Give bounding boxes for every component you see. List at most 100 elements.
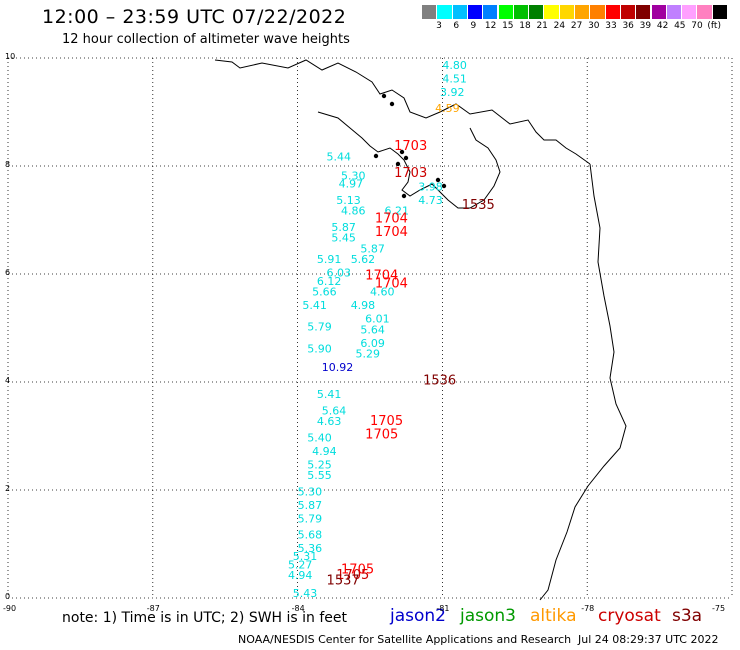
wave-height-label: 5.40 <box>307 431 332 444</box>
time-label: 1705 <box>365 428 398 443</box>
colorbar-swatch <box>620 5 637 19</box>
colorbar-swatch <box>636 5 652 19</box>
wave-height-label: 4.59 <box>435 102 460 115</box>
colorbar-swatch <box>697 5 713 19</box>
wave-height-label: 5.30 <box>341 170 366 183</box>
wave-height-label: 4.60 <box>370 286 395 299</box>
map-subtitle: 12 hour collection of altimeter wave hei… <box>62 32 350 47</box>
island-mark <box>399 149 405 155</box>
wave-height-label: 5.87 <box>298 499 323 512</box>
colorbar-swatch <box>437 5 453 19</box>
colorbar-swatch <box>483 5 499 19</box>
wave-height-label: 5.87 <box>360 242 385 255</box>
colorbar-label: 6 <box>453 21 460 31</box>
colorbar-swatch <box>422 5 438 19</box>
colorbar-label: 39 <box>639 21 652 31</box>
colorbar-swatch <box>467 5 484 19</box>
colorbar-swatch <box>651 5 667 19</box>
wave-height-label: 4.97 <box>339 178 364 191</box>
wave-height-label: 5.30 <box>298 485 323 498</box>
wave-height-label: 4.51 <box>442 72 467 85</box>
colorbar-label: 12 <box>484 21 497 31</box>
coastline-gulf-panama <box>317 111 501 209</box>
wave-height-label: 4.63 <box>317 415 342 428</box>
islands <box>373 93 447 199</box>
wave-height-label: 6.21 <box>384 205 409 218</box>
lon-tick-label: -78 <box>581 604 595 613</box>
wave-height-label: 5.36 <box>298 542 323 555</box>
colorbar-swatch <box>452 5 468 19</box>
wave-height-label: 5.64 <box>322 404 347 417</box>
time-label: 1705 <box>370 414 403 429</box>
island-mark <box>441 183 447 189</box>
time-label: 1535 <box>462 198 495 213</box>
wave-height-label: 10.92 <box>322 361 354 374</box>
lon-tick-label: -90 <box>3 604 17 613</box>
time-label: 1703 <box>394 166 427 181</box>
lon-tick-label: -87 <box>146 604 160 613</box>
map-title: 12:00 – 23:59 UTC 07/22/2022 <box>42 6 347 28</box>
colorbar-label: 70 <box>691 21 703 31</box>
wave-height-label: 5.79 <box>298 512 323 525</box>
wave-height-label: 6.12 <box>317 275 342 288</box>
island-mark <box>401 193 407 199</box>
island-mark <box>389 101 395 107</box>
wave-height-label: 4.98 <box>351 299 376 312</box>
satellite-legend-jason3: jason3 <box>460 606 516 626</box>
colorbar-label: 42 <box>656 21 669 31</box>
island-mark <box>403 155 409 161</box>
wave-height-label: 5.87 <box>331 221 356 234</box>
wave-height-label: 5.41 <box>302 299 327 312</box>
wave-height-label: 5.43 <box>293 587 318 600</box>
time-label: 1705 <box>341 563 374 578</box>
wave-height-label: 5.79 <box>307 321 332 334</box>
colorbar-label: 36 <box>622 21 634 31</box>
colorbar-swatch <box>712 5 728 19</box>
colorbar-label: 21 <box>536 21 548 31</box>
colorbar-swatch <box>498 5 514 19</box>
time-label: 1537 <box>327 574 360 589</box>
island-mark <box>435 177 441 183</box>
wave-height-label: 5.13 <box>336 194 361 207</box>
wave-height-label: 5.44 <box>327 151 352 164</box>
wave-height-label: 5.45 <box>331 232 356 245</box>
time-label: 1704 <box>375 277 408 292</box>
wave-height-label: 5.41 <box>317 388 342 401</box>
wave-height-labels: 4.804.513.924.595.445.304.97 3.985.13 4.73… <box>288 59 467 600</box>
wave-height-label: 6.09 <box>360 337 385 350</box>
colorbar-label: 24 <box>553 21 566 31</box>
colorbar-label: 45 <box>674 21 686 31</box>
wave-height-label: 6.03 <box>327 267 352 280</box>
wave-height-label: 4.94 <box>288 569 313 582</box>
colorbar-label: 33 <box>605 21 617 31</box>
colorbar-label: 27 <box>570 21 583 31</box>
lat-tick-label: 6 <box>5 268 11 277</box>
island-mark <box>373 153 379 159</box>
wave-height-label: 5.64 <box>360 323 385 336</box>
wave-height-label: 6.01 <box>365 313 390 326</box>
wave-height-label: 5.68 <box>298 529 323 542</box>
satellite-legend-altika: altika <box>530 606 577 626</box>
wave-height-label: 5.66 <box>312 286 337 299</box>
lat-tick-label: 4 <box>5 376 11 385</box>
lat-tick-label: 0 <box>5 592 11 601</box>
lon-tick-label: -81 <box>436 604 450 613</box>
colorbar-swatch <box>513 5 530 19</box>
wave-height-label: 3.92 <box>440 86 465 99</box>
colorbar-swatch <box>605 5 621 19</box>
time-labels: 1703170315351704170417041704153617051705… <box>327 139 495 589</box>
colorbar-swatch <box>682 5 698 19</box>
satellite-legend-jason2: jason2 <box>390 606 446 626</box>
time-label: 1703 <box>394 139 427 154</box>
colorbar-label: 9 <box>470 21 477 31</box>
wave-height-label: 5.90 <box>307 342 332 355</box>
wave-height-label: 4.94 <box>312 445 337 458</box>
wave-height-label: 5.27 <box>288 558 313 571</box>
lon-tick-label: -84 <box>291 604 305 613</box>
wave-height-label: 5.55 <box>307 469 332 482</box>
colorbar-swatch <box>529 5 545 19</box>
satellite-legend-s3a: s3a <box>672 606 703 626</box>
coastline <box>214 59 627 601</box>
colorbar-label: 3 <box>436 21 442 31</box>
colorbar-label: 15 <box>502 21 514 31</box>
